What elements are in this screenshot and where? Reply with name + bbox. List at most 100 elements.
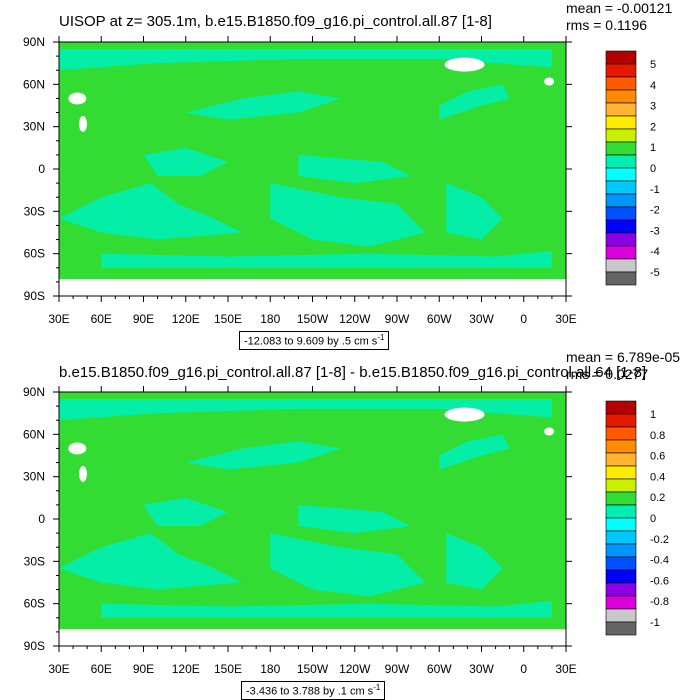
y-tick-label: 30S [24,204,45,218]
colorbar-label: 4 [650,80,656,92]
y-tick-label: 90S [24,639,45,653]
negative-region [185,91,341,120]
x-tick-label: 0 [520,312,527,326]
colorbar-label: 0 [650,163,656,175]
map-plot: 30E 60E 90E 120E 150E 180 150W 120W 90W 60W 30W 0 30… [23,385,669,676]
colorbar-swatch [605,569,637,584]
x-tick-label: 60W [427,312,452,326]
negative-region [298,504,412,534]
map-field [59,392,566,646]
x-tick-label: 30W [469,312,494,326]
y-tick-label: 30N [23,120,45,134]
x-tick-label: 0 [520,662,527,676]
x-tick-label: 120E [172,662,200,676]
colorbar-swatch [605,413,637,428]
x-tick-label: 90W [385,312,410,326]
negative-region [270,183,426,247]
x-tick-label: 60W [427,662,452,676]
x-tick-label: 90W [385,662,410,676]
x-tick-label: 150W [297,662,329,676]
colorbar-swatch [605,50,637,65]
rms-label: rms = 0.0277 [566,366,649,382]
x-tick-label: 90E [133,662,154,676]
negative-region [143,147,228,177]
x-tick-label: 30E [48,662,69,676]
colorbar-label: -1 [650,617,660,629]
colorbar-label: -1 [650,184,660,196]
negative-region [270,533,426,597]
colorbar-swatch [605,530,637,545]
colorbar-label: -0.4 [650,555,669,567]
negative-region [59,533,243,590]
x-tick-label: 180 [260,662,280,676]
x-tick-label: 150W [297,312,329,326]
negative-region [59,399,552,421]
missing-data-greenland [444,57,485,72]
x-tick-label: 120E [172,312,200,326]
y-tick-label: 30S [24,554,45,568]
map-plot: 30E 60E 90E 120E 150E 180 150W 120W 90W 60W 30W 0 30… [23,35,660,326]
missing-data-caspian [68,442,87,455]
y-tick-label: 30N [23,470,45,484]
colorbar-swatch [605,128,637,143]
colorbar-swatch [605,89,637,104]
mean-label: mean = -0.00121 [566,0,673,16]
colorbar-swatch [605,400,637,415]
panel-title: b.e15.B1850.f09_g16.pi_control.all.87 [1… [59,364,647,381]
y-tick-label: 90S [24,289,45,303]
map-field [59,42,566,296]
colorbar-swatch [605,232,637,247]
colorbar-swatch [605,582,637,597]
missing-data-baltic [544,77,555,86]
negative-region [59,49,552,71]
missing-data-band [59,279,566,296]
negative-region [298,154,412,184]
colorbar-swatch [605,63,637,78]
negative-region [185,441,341,470]
negative-region [59,183,243,240]
colorbar-label: -5 [650,267,660,279]
x-tick-label: 120W [339,312,371,326]
colorbar-label: -0.2 [650,534,669,546]
x-tick-label: 150E [214,662,242,676]
colorbar-label: 3 [650,101,656,113]
colorbar-swatch [605,76,637,91]
colorbar-swatch [605,426,637,441]
colorbar-swatch [605,102,637,117]
y-tick-label: 0 [38,512,45,526]
y-tick-label: 0 [38,162,45,176]
missing-data-band [59,629,566,646]
x-tick-label: 90E [133,312,154,326]
colorbar-label: 0.6 [650,451,665,463]
missing-data-caspian [68,92,87,105]
colorbar-label: -2 [650,205,660,217]
x-tick-label: 60E [91,662,112,676]
colorbar-label: 0.4 [650,471,665,483]
colorbar-swatch [605,154,637,169]
y-tick-label: 90N [23,385,45,399]
colorbar-label: 0.8 [650,430,665,442]
colorbar-swatch [605,219,637,234]
negative-region [101,250,552,268]
y-tick-label: 90N [23,35,45,49]
colorbar-swatch [605,517,637,532]
colorbar-swatch [605,193,637,208]
range-label: -3.436 to 3.788 by .1 cm s-1 [241,681,386,700]
rms-label: rms = 0.1196 [566,17,648,33]
colorbar-swatch [605,271,637,286]
colorbar-swatch [605,180,637,195]
x-tick-label: 30E [555,662,576,676]
range-label: -12.083 to 9.609 by .5 cm s-1 [239,331,390,350]
negative-region [101,600,552,618]
x-tick-label: 60E [91,312,112,326]
negative-region [446,183,503,240]
colorbar-swatch [605,608,637,623]
colorbar-swatch [605,258,637,273]
range-unit-exponent: -1 [373,683,381,692]
colorbar-swatch [605,452,637,467]
colorbar-label: -0.6 [650,575,669,587]
colorbar-label: 2 [650,121,656,133]
colorbar-label: 0 [650,513,656,525]
colorbar-swatch [605,115,637,130]
colorbar-label: 0.2 [650,492,665,504]
